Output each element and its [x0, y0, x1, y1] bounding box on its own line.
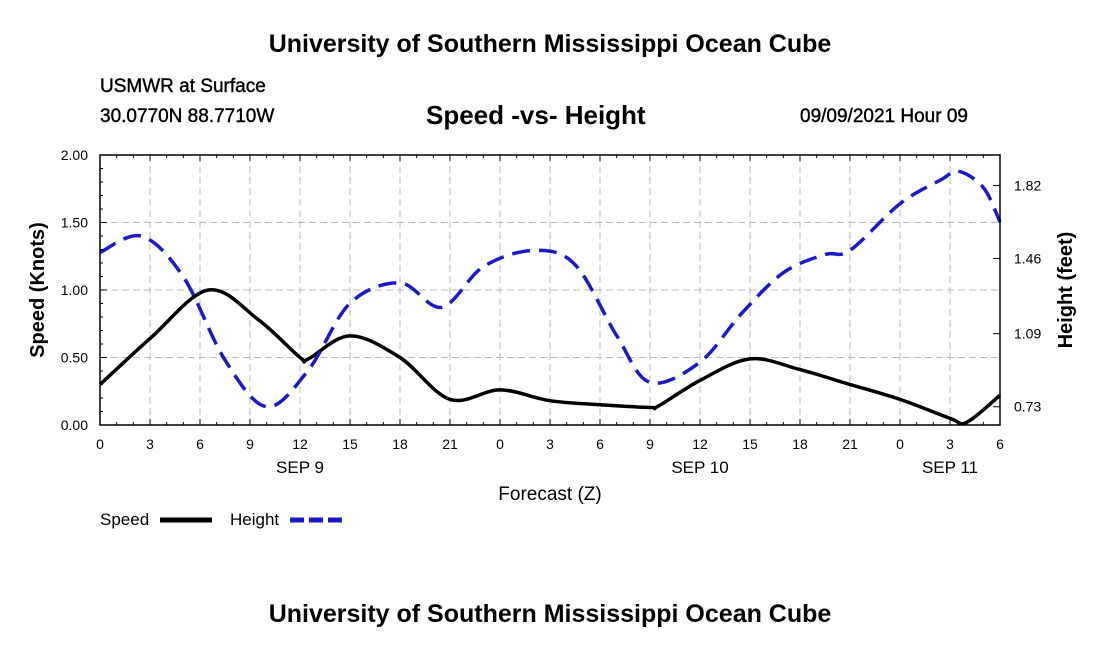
axis-layer: 0 3 6 9 12 15 18 21 0 3 6 9 12 15 18 21 0 3 6 SEP 9 SEP 10 SE…: [27, 147, 1077, 505]
date-label: SEP 11: [922, 458, 978, 477]
y-right-tick-label: 1.09: [1014, 326, 1041, 342]
y-right-tick-label: 1.82: [1014, 177, 1041, 193]
x-tick-label: 9: [646, 436, 654, 452]
x-tick-label: 21: [442, 436, 458, 452]
x-tick-label: 3: [546, 436, 554, 452]
x-tick-label: 12: [692, 436, 708, 452]
legend-layer: Speed Height: [100, 510, 342, 529]
x-tick-label: 21: [842, 436, 858, 452]
forecast-datetime: 09/09/2021 Hour 09: [800, 106, 968, 127]
bottom-title: University of Southern Mississippi Ocean…: [268, 600, 832, 628]
legend-label-speed: Speed: [100, 510, 149, 529]
y-left-axis-label: Speed (Knots): [27, 222, 49, 358]
x-tick-label: 3: [146, 436, 154, 452]
series-layer: [98, 169, 1002, 426]
y-right-tick-label: 1.46: [1014, 251, 1041, 267]
station-label: USMWR at Surface: [100, 76, 266, 97]
grid-layer: [100, 155, 1000, 425]
x-tick-label: 18: [392, 436, 408, 452]
date-label: SEP 10: [671, 458, 728, 477]
x-tick-label: 6: [196, 436, 204, 452]
y-left-tick-label: 1.00: [61, 282, 88, 298]
y-left-tick-label: 0.50: [61, 350, 88, 366]
y-right-axis-label: Height (feet): [1055, 232, 1077, 349]
legend-label-height: Height: [230, 510, 279, 529]
x-tick-label: 15: [342, 436, 358, 452]
x-tick-label: 3: [946, 436, 954, 452]
top-title: University of Southern Mississippi Ocean…: [268, 30, 832, 58]
y-right-tick-label: 0.73: [1014, 399, 1041, 415]
x-tick-label: 12: [292, 436, 308, 452]
series-line-height: [99, 169, 1002, 409]
x-tick-label: 0: [896, 436, 904, 452]
x-tick-label: 9: [246, 436, 254, 452]
station-coordinates: 30.0770N 88.7710W: [100, 106, 275, 127]
x-tick-label: 0: [496, 436, 504, 452]
chart-title: Speed -vs- Height: [426, 100, 646, 130]
x-tick-label: 0: [96, 436, 104, 452]
date-label: SEP 9: [276, 458, 324, 477]
x-axis-label: Forecast (Z): [498, 484, 601, 505]
series-line-speed: [98, 288, 1002, 426]
y-left-tick-label: 1.50: [61, 215, 88, 231]
y-left-tick-label: 2.00: [61, 147, 88, 163]
x-tick-label: 18: [792, 436, 808, 452]
x-tick-label: 15: [742, 436, 758, 452]
x-tick-label: 6: [596, 436, 604, 452]
y-left-tick-label: 0.00: [61, 417, 88, 433]
x-tick-label: 6: [996, 436, 1004, 452]
